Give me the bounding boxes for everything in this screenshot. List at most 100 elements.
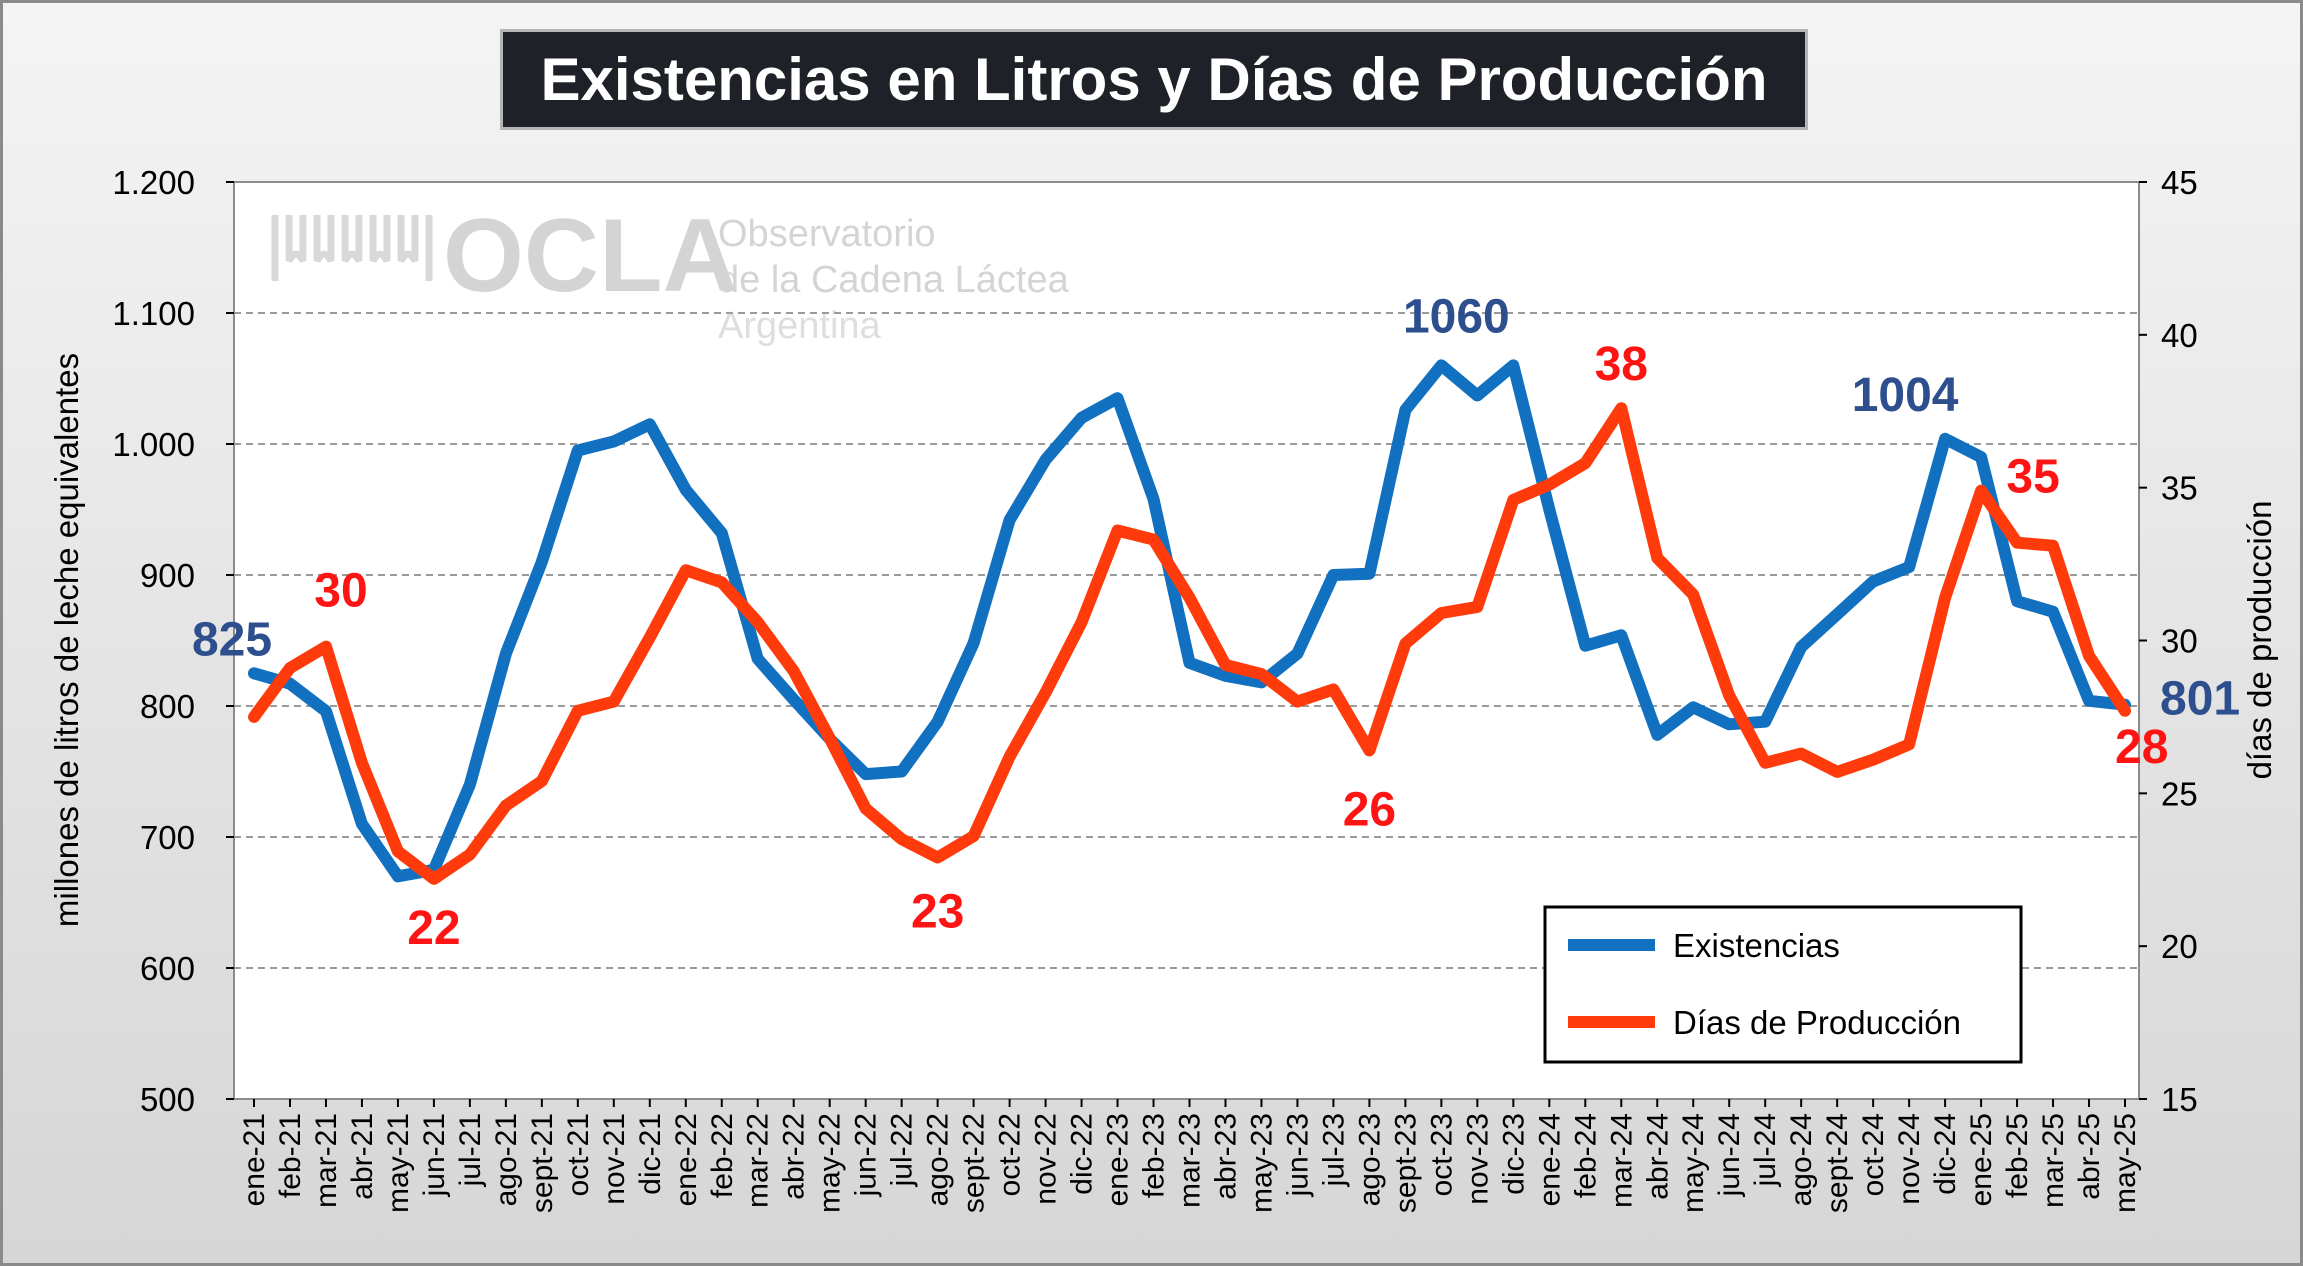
left-tick-label: 600 [140, 950, 195, 987]
x-tick-label: ago-22 [922, 1113, 955, 1206]
dias-data-label: 30 [314, 565, 367, 618]
x-tick-label: mar-25 [2037, 1113, 2070, 1208]
ocla-line2: de la Cadena Láctea [718, 259, 1070, 301]
right-tick-label: 45 [2161, 164, 2198, 201]
right-tick-label: 35 [2161, 470, 2198, 507]
x-tick-label: ago-24 [1785, 1113, 1818, 1206]
x-tick-label: may-21 [382, 1113, 415, 1213]
right-axis-label: días de producción [2241, 501, 2278, 780]
x-tick-label: oct-23 [1425, 1113, 1458, 1196]
existencias-data-label: 801 [2160, 673, 2240, 726]
x-tick-label: sept-24 [1821, 1113, 1854, 1213]
x-tick-label: oct-24 [1857, 1113, 1890, 1196]
right-axis-ticks: 15 20 25 30 35 40 45 [2139, 164, 2198, 1118]
x-tick-label: feb-23 [1138, 1113, 1171, 1198]
x-tick-label: nov-21 [598, 1113, 631, 1205]
x-tick-label: may-25 [2109, 1113, 2142, 1213]
x-tick-label: abr-22 [778, 1113, 811, 1200]
series-line-existencias [248, 359, 2131, 883]
x-tick-label: may-22 [814, 1113, 847, 1213]
x-tick-label: may-24 [1677, 1113, 1710, 1213]
x-tick-label: ene-23 [1102, 1113, 1135, 1206]
left-tick-label: 700 [140, 819, 195, 856]
x-tick-label: ene-24 [1533, 1113, 1566, 1206]
ocla-line3: Argentina [718, 305, 882, 347]
x-tick-label: mar-24 [1605, 1113, 1638, 1208]
x-tick-label: ago-23 [1353, 1113, 1386, 1206]
left-tick-label: 1.100 [112, 295, 195, 332]
right-tick-label: 15 [2161, 1081, 2198, 1118]
series-line-dias-de-produccion [248, 402, 2131, 885]
x-tick-label: ago-21 [490, 1113, 523, 1206]
data-annotations: 825 1060 1004 801 30 22 23 26 38 35 28 [192, 290, 2240, 955]
x-tick-label: nov-23 [1461, 1113, 1494, 1205]
left-tick-label: 1.000 [112, 426, 195, 463]
existencias-data-label: 1060 [1403, 290, 1510, 343]
x-tick-label: nov-24 [1893, 1113, 1926, 1205]
x-tick-label: mar-23 [1174, 1113, 1207, 1208]
x-tick-label: feb-24 [1569, 1113, 1602, 1198]
x-tick-label: ene-21 [238, 1113, 271, 1206]
right-tick-label: 30 [2161, 623, 2198, 660]
legend-box [1543, 905, 2023, 1064]
ocla-watermark-logo: OCLA Observatorio de la Cadena Láctea Ar… [271, 198, 1070, 347]
left-tick-label: 500 [140, 1081, 195, 1118]
x-axis-ticks: ene-21 feb-21 mar-21 abr-21 may-21 jun-21 jul-… [238, 1099, 2142, 1213]
ocla-line1: Observatorio [718, 213, 936, 255]
ocla-brand-text: OCLA [443, 198, 738, 314]
dias-data-label: 26 [1343, 784, 1396, 837]
series-lines [248, 359, 2131, 885]
x-tick-label: jun-21 [418, 1113, 451, 1197]
x-tick-label: dic-23 [1497, 1113, 1530, 1195]
x-tick-label: sept-23 [1389, 1113, 1422, 1213]
left-axis-ticks: 500 600 700 800 900 1.000 1.100 1.200 [112, 164, 234, 1118]
left-tick-label: 1.200 [112, 164, 195, 201]
x-tick-label: feb-22 [706, 1113, 739, 1198]
x-tick-label: sept-22 [958, 1113, 991, 1213]
dias-data-label: 28 [2115, 721, 2168, 774]
x-tick-label: jun-24 [1713, 1113, 1746, 1197]
x-tick-label: jul-22 [886, 1113, 919, 1187]
chart-title: Existencias en Litros y Días de Producci… [500, 29, 1808, 130]
existencias-data-label: 1004 [1852, 369, 1959, 422]
x-tick-label: ene-22 [670, 1113, 703, 1206]
x-tick-label: jul-24 [1749, 1113, 1782, 1187]
x-tick-label: mar-21 [310, 1113, 343, 1208]
dias-data-label: 23 [911, 886, 964, 939]
x-tick-label: abr-24 [1641, 1113, 1674, 1200]
x-tick-label: ene-25 [1965, 1113, 1998, 1206]
left-tick-label: 900 [140, 557, 195, 594]
x-tick-label: abr-21 [346, 1113, 379, 1200]
x-tick-label: mar-22 [742, 1113, 775, 1208]
left-axis-label: millones de litros de leche equivalentes [48, 353, 85, 927]
left-tick-label: 800 [140, 688, 195, 725]
x-tick-label: oct-21 [562, 1113, 595, 1196]
ocla-wave-icon [271, 215, 433, 281]
x-tick-label: jun-23 [1281, 1113, 1314, 1197]
dias-data-label: 22 [407, 902, 460, 955]
right-tick-label: 20 [2161, 928, 2198, 965]
x-tick-label: may-23 [1245, 1113, 1278, 1213]
legend-label: Días de Producción [1673, 1004, 1961, 1041]
x-tick-label: nov-22 [1030, 1113, 1063, 1205]
x-tick-label: dic-22 [1066, 1113, 1099, 1195]
existencias-data-label: 825 [192, 613, 272, 666]
x-tick-label: feb-21 [274, 1113, 307, 1198]
right-tick-label: 25 [2161, 775, 2198, 812]
x-tick-label: feb-25 [2001, 1113, 2034, 1198]
dual-axis-line-chart: OCLA Observatorio de la Cadena Láctea Ar… [48, 164, 2278, 1213]
x-tick-label: abr-25 [2073, 1113, 2106, 1200]
dias-data-label: 35 [2006, 451, 2059, 504]
x-tick-label: jul-21 [454, 1113, 487, 1187]
x-tick-label: sept-21 [526, 1113, 559, 1213]
x-tick-label: abr-23 [1209, 1113, 1242, 1200]
x-tick-label: oct-22 [994, 1113, 1027, 1196]
x-tick-label: dic-24 [1929, 1113, 1962, 1195]
x-tick-label: jun-22 [850, 1113, 883, 1197]
legend-label: Existencias [1673, 927, 1840, 964]
legend: Existencias Días de Producción [1543, 905, 2023, 1064]
x-tick-label: jul-23 [1317, 1113, 1350, 1187]
x-tick-label: dic-21 [634, 1113, 667, 1195]
right-tick-label: 40 [2161, 317, 2198, 354]
